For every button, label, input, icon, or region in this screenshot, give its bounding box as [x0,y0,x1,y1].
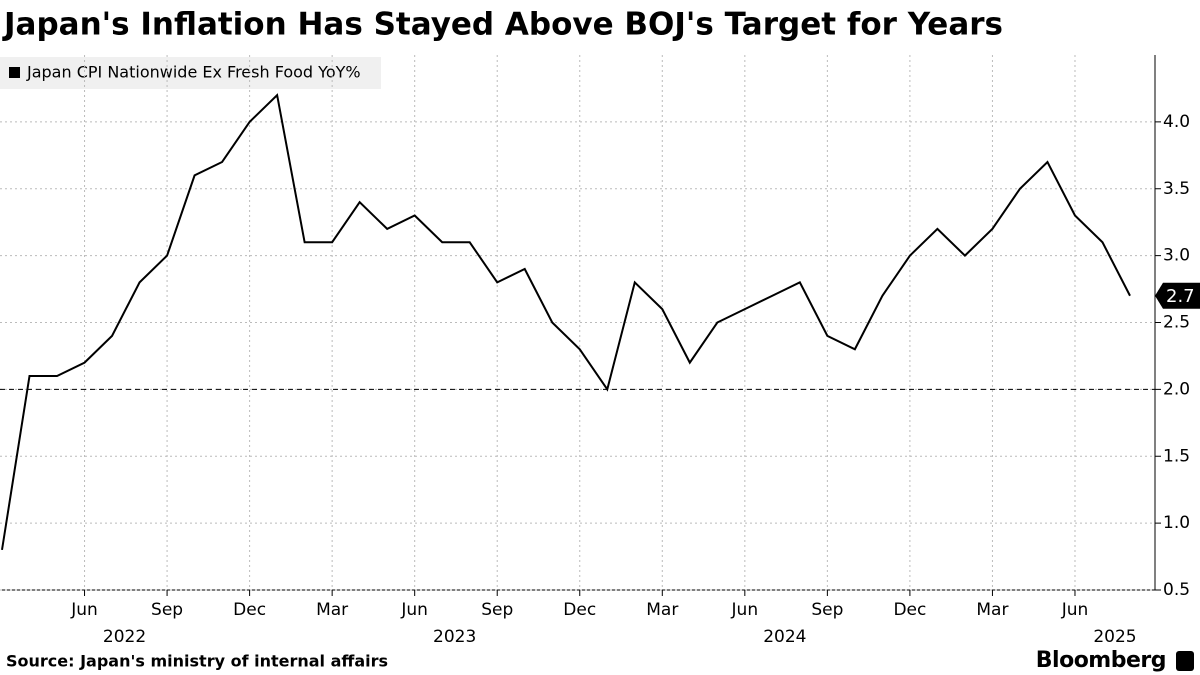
x-tick-label: Sep [811,600,843,620]
y-tick-label: 2.5 [1163,313,1190,333]
chart-title: Japan's Inflation Has Stayed Above BOJ's… [2,7,1003,43]
last-value-label: 2.7 [1166,286,1195,307]
brand: Bloomberg [1036,648,1166,673]
x-tick-label: Jun [400,600,428,620]
x-tick-label: Jun [731,600,759,620]
x-year-label: 2022 [103,627,146,647]
y-tick-label: 0.5 [1163,580,1190,600]
last-value-badge [1155,282,1200,309]
y-tick-label: 3.5 [1163,179,1190,199]
legend-label: Japan CPI Nationwide Ex Fresh Food YoY% [26,63,361,82]
legend-swatch [9,67,20,78]
x-tick-label: Jun [1061,600,1089,620]
x-tick-label: Jun [70,600,98,620]
y-tick-label: 1.0 [1163,513,1190,533]
x-tick-label: Sep [481,600,513,620]
brand-icon [1176,651,1194,671]
x-tick-label: Mar [976,600,1008,620]
series-line [1,93,1131,551]
x-year-label: 2024 [763,627,806,647]
legend-box [0,57,381,89]
y-tick-label: 2.0 [1163,379,1190,399]
x-year-label: 2023 [433,627,476,647]
y-tick-label: 3.0 [1163,246,1190,266]
y-tick-label: 4.0 [1163,112,1190,132]
x-tick-label: Dec [563,600,596,620]
x-tick-label: Dec [233,600,266,620]
x-year-label: 2025 [1093,627,1136,647]
x-tick-label: Mar [646,600,678,620]
y-tick-label: 1.5 [1163,446,1190,466]
x-tick-label: Mar [316,600,348,620]
x-tick-label: Dec [893,600,926,620]
source: Source: Japan's ministry of internal aff… [6,652,388,671]
x-tick-label: Sep [151,600,183,620]
